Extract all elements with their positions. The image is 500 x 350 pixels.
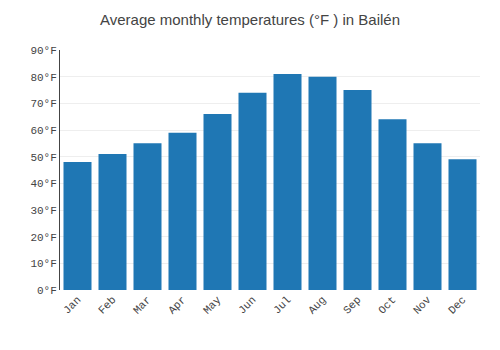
svg-text:90°F: 90°F — [30, 45, 56, 57]
svg-text:Nov: Nov — [411, 294, 434, 317]
svg-text:40°F: 40°F — [30, 178, 56, 190]
svg-text:May: May — [201, 294, 224, 317]
svg-text:Mar: Mar — [131, 294, 153, 316]
svg-text:30°F: 30°F — [30, 205, 56, 217]
svg-text:Dec: Dec — [446, 294, 468, 316]
svg-text:70°F: 70°F — [30, 98, 56, 110]
svg-text:Sep: Sep — [341, 294, 363, 316]
svg-text:0°F: 0°F — [37, 285, 57, 297]
svg-text:Jul: Jul — [271, 294, 293, 316]
svg-text:Average monthly temperatures (: Average monthly temperatures (°F ) in Ba… — [100, 11, 400, 28]
svg-text:Feb: Feb — [96, 294, 118, 316]
svg-text:10°F: 10°F — [30, 258, 56, 270]
svg-text:60°F: 60°F — [30, 125, 56, 137]
svg-text:Aug: Aug — [306, 294, 328, 316]
svg-text:50°F: 50°F — [30, 152, 56, 164]
svg-text:Oct: Oct — [376, 294, 398, 316]
svg-text:Jun: Jun — [236, 294, 258, 316]
svg-text:80°F: 80°F — [30, 72, 56, 84]
svg-text:20°F: 20°F — [30, 232, 56, 244]
svg-text:Jan: Jan — [61, 294, 83, 316]
svg-text:Apr: Apr — [166, 294, 188, 316]
